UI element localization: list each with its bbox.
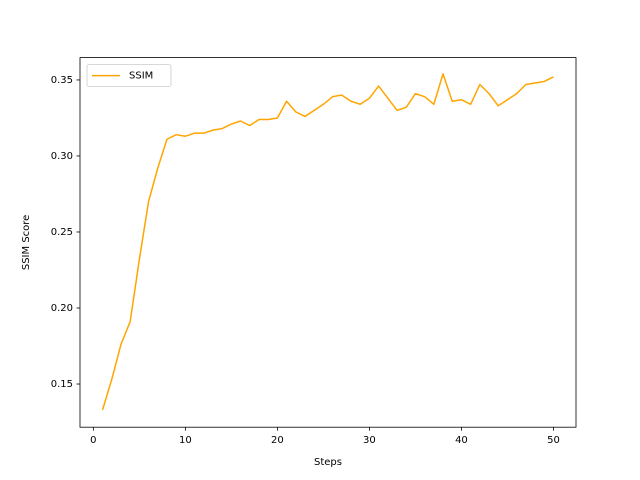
y-tick-label: 0.20	[51, 303, 73, 314]
x-tick-label: 20	[271, 435, 284, 446]
legend-box	[86, 64, 172, 87]
legend-label: SSIM	[129, 71, 153, 82]
x-tick-label: 10	[179, 435, 192, 446]
y-tick-label: 0.15	[51, 379, 73, 390]
x-tick-label: 40	[455, 435, 468, 446]
x-tick-label: 50	[547, 435, 560, 446]
y-axis-label: SSIM Score	[21, 215, 32, 270]
x-axis-label: Steps	[314, 457, 342, 468]
y-tick-label: 0.30	[51, 151, 73, 162]
data-line	[101, 73, 554, 411]
x-tick-label: 30	[363, 435, 376, 446]
y-tick-label: 0.35	[51, 75, 73, 86]
axes-frame	[79, 57, 577, 428]
y-tick-label: 0.25	[51, 227, 73, 238]
x-tick-label: 0	[90, 435, 96, 446]
